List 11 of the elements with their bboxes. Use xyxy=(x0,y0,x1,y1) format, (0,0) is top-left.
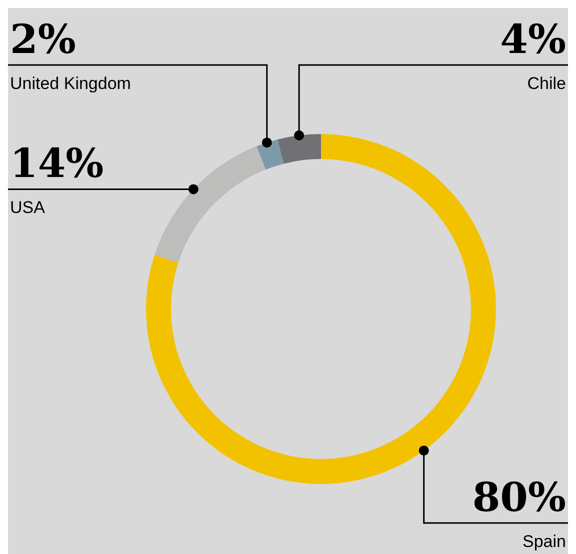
donut-slice xyxy=(256,140,284,170)
slice-label: USA xyxy=(10,198,46,218)
data-label: 14% xyxy=(10,140,104,188)
slice-label: Spain xyxy=(522,532,566,551)
data-label: 80% xyxy=(472,474,566,521)
slice-label: Chile xyxy=(527,74,566,93)
data-label: 4% xyxy=(500,16,566,63)
donut-slice xyxy=(277,134,321,164)
slice-label: United Kingdom xyxy=(10,74,131,93)
donut-slice xyxy=(154,146,266,263)
data-label: 2% xyxy=(10,16,76,63)
